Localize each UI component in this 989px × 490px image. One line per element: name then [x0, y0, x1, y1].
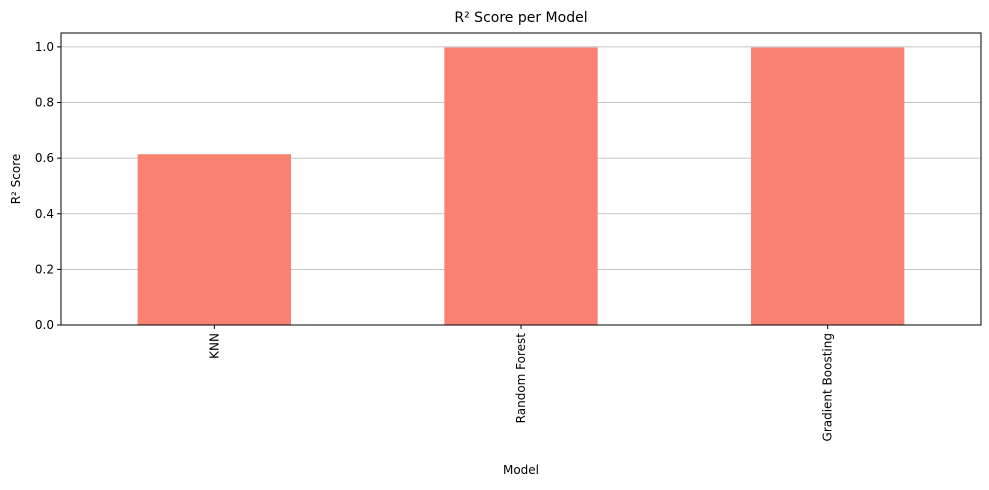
y-tick-label: 1.0 [35, 40, 54, 54]
bar [751, 47, 905, 326]
y-tick-label: 0.6 [35, 151, 54, 165]
x-axis-label: Model [503, 463, 539, 477]
y-axis: 0.0 0.2 0.4 0.6 0.8 1.0 [35, 40, 61, 332]
y-tick-label: 0.2 [35, 262, 54, 276]
bar [137, 154, 291, 325]
chart-title: R² Score per Model [454, 10, 587, 26]
x-tick-label: KNN [207, 333, 221, 359]
y-tick-label: 0.4 [35, 207, 54, 221]
y-tick-label: 0.8 [35, 96, 54, 110]
bars [137, 47, 905, 326]
x-tick-label: Gradient Boosting [821, 333, 835, 441]
x-axis: KNN Random Forest Gradient Boosting [207, 325, 835, 441]
x-tick-label: Random Forest [514, 333, 528, 424]
y-axis-label: R² Score [9, 154, 23, 205]
y-tick-label: 0.0 [35, 318, 54, 332]
bar [444, 47, 598, 326]
